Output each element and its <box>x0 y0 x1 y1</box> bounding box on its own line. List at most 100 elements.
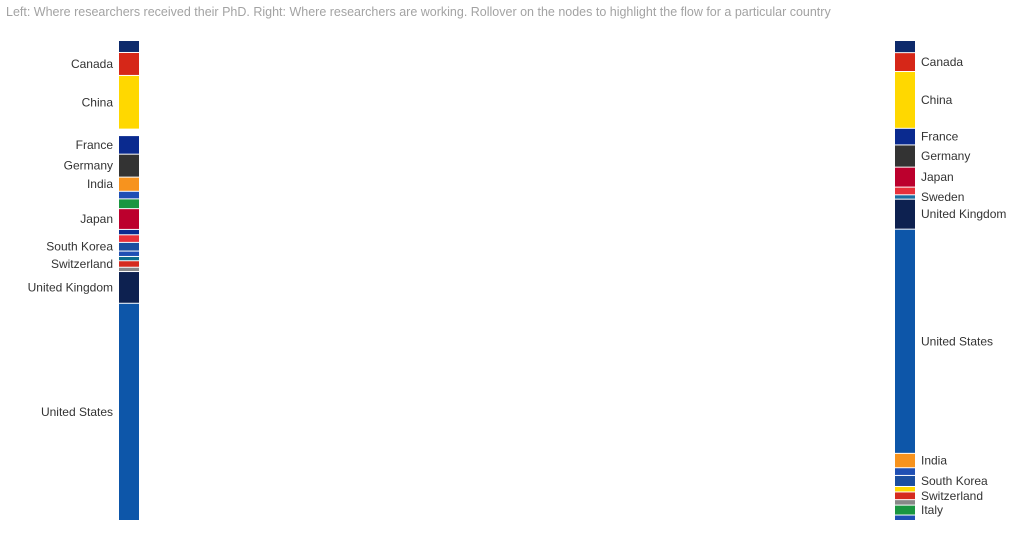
flow-germany-to-germany <box>139 145 895 171</box>
left-node-l16[interactable] <box>119 267 139 272</box>
flow-china-to-canada <box>139 68 895 129</box>
right-node-italy[interactable] <box>895 505 915 515</box>
flow-uk-to-uk <box>139 202 895 293</box>
flow-l8-to-italy <box>139 199 895 511</box>
right-node-r17[interactable] <box>895 515 915 520</box>
right-node-switzerland[interactable] <box>895 492 915 500</box>
flow-l10-to-us <box>139 230 895 276</box>
left-label-france: France <box>76 138 114 152</box>
flow-us-to-southkorea <box>139 482 895 489</box>
right-node-sweden[interactable] <box>895 195 915 199</box>
left-node-switzerland[interactable] <box>119 261 139 267</box>
right-node-france[interactable] <box>895 128 915 145</box>
right-label-japan: Japan <box>921 170 954 184</box>
flow-india-to-us <box>139 178 895 262</box>
right-node-united-states[interactable] <box>895 229 915 453</box>
right-label-united-kingdom: United Kingdom <box>921 207 1006 221</box>
flow-japan-to-us <box>139 225 895 274</box>
flow-france-to-france <box>139 129 895 149</box>
flow-l0-to-us <box>139 50 895 232</box>
flow-us-to-germany <box>139 162 895 492</box>
flow-l0-to-r0 <box>139 41 895 50</box>
left-node-japan[interactable] <box>119 209 139 229</box>
flow-france-to-us <box>139 149 895 252</box>
node-layer <box>119 41 915 520</box>
right-label-switzerland: Switzerland <box>921 489 983 503</box>
flow-l11-to-r6 <box>139 188 895 240</box>
left-label-china: China <box>82 95 114 109</box>
right-node-r6[interactable] <box>895 187 915 195</box>
right-node-india[interactable] <box>895 453 915 468</box>
left-label-germany: Germany <box>64 159 113 173</box>
left-node-united-kingdom[interactable] <box>119 272 139 303</box>
right-node-united-kingdom[interactable] <box>895 199 915 229</box>
flow-germany-to-switzerland <box>139 174 895 495</box>
left-node-canada[interactable] <box>119 52 139 75</box>
flow-l13-to-us <box>139 252 895 283</box>
right-node-r11[interactable] <box>895 468 915 475</box>
flow-canada-to-uk <box>139 73 895 202</box>
right-node-r13[interactable] <box>895 486 915 492</box>
flow-us-to-us <box>139 293 895 466</box>
left-node-india[interactable] <box>119 177 139 191</box>
right-label-france: France <box>921 130 959 144</box>
flow-us-to-r15 <box>139 502 895 515</box>
right-node-south-korea[interactable] <box>895 475 915 486</box>
left-node-south-korea[interactable] <box>119 242 139 251</box>
flow-l11-to-us <box>139 240 895 278</box>
flow-southkorea-to-southkorea <box>139 243 895 482</box>
left-node-l0[interactable] <box>119 41 139 52</box>
left-node-l14[interactable] <box>119 256 139 261</box>
flow-l7-to-us <box>139 192 895 266</box>
flow-switzerland-to-us <box>139 265 895 286</box>
right-node-china[interactable] <box>895 72 915 128</box>
chart-caption: Left: Where researchers received their P… <box>6 5 831 19</box>
right-node-r0[interactable] <box>895 41 915 53</box>
left-node-l10[interactable] <box>119 229 139 235</box>
flow-us-to-r17 <box>139 516 895 520</box>
left-node-l7[interactable] <box>119 191 139 199</box>
flow-l8-to-us <box>139 205 895 269</box>
flow-india-to-india <box>139 184 895 460</box>
left-node-china[interactable] <box>119 75 139 129</box>
flow-germany-to-us <box>139 171 895 255</box>
flow-us-to-india <box>139 461 895 484</box>
right-node-germany[interactable] <box>895 145 915 167</box>
flow-us-to-italy <box>139 498 895 514</box>
right-label-sweden: Sweden <box>921 190 964 204</box>
left-label-switzerland: Switzerland <box>51 257 113 271</box>
flow-us-to-r11 <box>139 474 895 520</box>
flow-l16-to-us <box>139 270 895 287</box>
left-node-germany[interactable] <box>119 154 139 177</box>
left-label-united-kingdom: United Kingdom <box>28 280 113 294</box>
right-label-italy: Italy <box>921 503 943 517</box>
flow-l13-to-r11 <box>139 254 895 474</box>
flow-us-to-r6 <box>139 192 895 513</box>
flow-us-to-china <box>139 117 895 478</box>
left-node-l13[interactable] <box>119 251 139 256</box>
right-node-japan[interactable] <box>895 167 915 187</box>
left-label-canada: Canada <box>71 57 113 71</box>
flow-us-to-uk <box>139 223 895 511</box>
left-label-india: India <box>87 177 113 191</box>
flow-us-to-sweden <box>139 198 895 519</box>
left-label-south-korea: South Korea <box>46 240 113 254</box>
right-node-canada[interactable] <box>895 53 915 72</box>
flow-france-to-switzerland <box>139 153 895 494</box>
right-node-r15[interactable] <box>895 500 915 505</box>
right-label-canada: Canada <box>921 55 963 69</box>
flow-uk-to-canada <box>139 71 895 303</box>
left-node-united-states[interactable] <box>119 303 139 520</box>
left-node-l3[interactable] <box>119 129 139 136</box>
right-label-united-states: United States <box>921 334 993 348</box>
flow-l16-to-r15 <box>139 268 895 503</box>
flow-l10-to-r17 <box>139 232 895 518</box>
flow-layer <box>139 41 895 520</box>
left-node-france[interactable] <box>119 136 139 154</box>
right-label-china: China <box>921 93 953 107</box>
flow-l14-to-us <box>139 259 895 283</box>
left-node-l11[interactable] <box>119 235 139 242</box>
left-node-l8[interactable] <box>119 199 139 209</box>
flow-southkorea-to-us <box>139 248 895 280</box>
